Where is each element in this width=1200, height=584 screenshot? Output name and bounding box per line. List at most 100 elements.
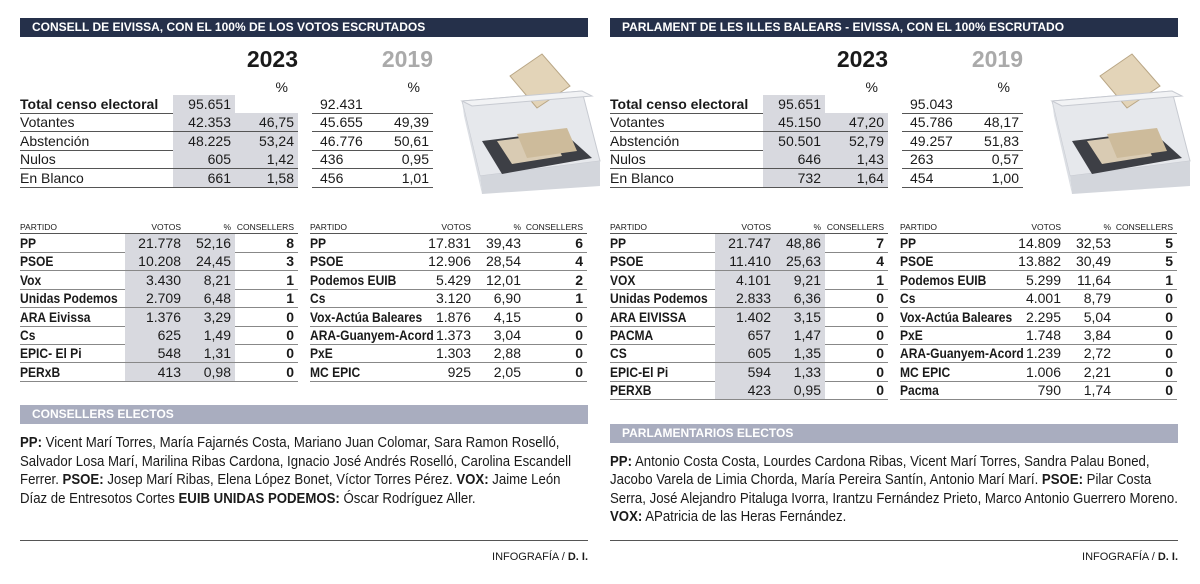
- percent: 3,29: [203, 308, 231, 325]
- party-label: Podemos EUIB: [900, 271, 987, 288]
- column-header: %: [513, 222, 521, 232]
- votes: 605: [747, 345, 771, 362]
- row-line: [310, 343, 587, 345]
- votes: 21.747: [728, 235, 771, 251]
- party-label: ARA Eivissa: [20, 308, 91, 325]
- percent: 39,43: [485, 235, 521, 251]
- column-header: VOTOS: [441, 222, 471, 232]
- party-name: PxE: [900, 326, 1015, 344]
- party-name: PERxB: [20, 363, 125, 381]
- party-name: PP: [900, 234, 1015, 252]
- percent: 2,72: [1083, 345, 1111, 362]
- ballot-box-illustration: [1050, 53, 1191, 194]
- seats: 1: [1165, 271, 1173, 288]
- row-line: [610, 168, 888, 170]
- census-pct: 1,00: [991, 169, 1019, 186]
- votes: 21.778: [138, 235, 181, 251]
- footer-credit: INFOGRAFÍA / D. I.: [610, 551, 1178, 563]
- row-line: [902, 168, 1023, 170]
- party-name: ARA Eivissa: [20, 308, 125, 326]
- elected-names: Josep Marí Ribas, Elena López Bonet, Víc…: [107, 471, 453, 489]
- census-shade: [173, 95, 235, 114]
- party-label: ARA-Guanyem-Acord: [900, 345, 1024, 362]
- votes-shade: [715, 362, 825, 382]
- census-value: 454: [910, 169, 934, 186]
- percent: 48,86: [785, 235, 821, 251]
- row-line: [20, 149, 298, 151]
- column-header: VOTOS: [151, 222, 181, 232]
- census-pct: 0,57: [991, 151, 1019, 168]
- row-line: [310, 307, 587, 309]
- section-header: CONSELLERS ELECTOS: [20, 405, 588, 425]
- row-line: [20, 112, 298, 114]
- census-pct: 1,01: [401, 169, 429, 186]
- party-label: VOX: [610, 271, 636, 288]
- seats: 0: [286, 327, 294, 343]
- elected-names: Jaime León Díaz de Entresotos Cortes: [20, 471, 561, 507]
- percent: 3,15: [793, 308, 821, 325]
- percent: 6,48: [203, 290, 231, 307]
- party-label: VOX:: [456, 471, 489, 489]
- party-label: PSOE: [20, 253, 54, 270]
- party-label: PSOE: [900, 253, 934, 270]
- seats: 2: [575, 271, 583, 288]
- row-line: [610, 149, 888, 151]
- votes-shade: [125, 289, 235, 308]
- votes: 11.410: [729, 253, 771, 270]
- party-name: PP: [610, 234, 715, 252]
- votes: 548: [157, 345, 181, 362]
- credit-label: INFOGRAFÍA /: [1082, 551, 1155, 563]
- percent: 5,04: [1083, 308, 1111, 325]
- party-label: PERXB: [610, 382, 652, 399]
- seats: 0: [876, 345, 884, 362]
- year-2019: 2019: [381, 46, 433, 72]
- pct-header: %: [275, 79, 288, 95]
- party-label: Vox: [20, 271, 42, 288]
- row-line: [902, 149, 1023, 151]
- votes: 2.295: [1025, 308, 1061, 325]
- party-name: PSOE: [900, 252, 1015, 270]
- votes: 1.748: [1025, 327, 1061, 343]
- votes: 1.303: [435, 345, 471, 362]
- seats: 0: [1165, 363, 1173, 380]
- party-name: Unidas Podemos: [610, 289, 715, 307]
- elected-names: Óscar Rodríguez Aller.: [343, 489, 476, 507]
- votes: 2.833: [735, 290, 771, 307]
- votes-shade: [715, 326, 825, 345]
- seats: 0: [876, 327, 884, 343]
- party-label: PxE: [310, 345, 333, 362]
- seats: 6: [575, 235, 583, 251]
- votes-shade: [715, 270, 825, 290]
- census-shade: [763, 131, 888, 151]
- party-label: PP: [610, 235, 627, 251]
- party-name: Cs: [900, 289, 1015, 307]
- party-name: MC EPIC: [310, 363, 425, 381]
- row-line: [900, 307, 1177, 309]
- party-name: VOX: [610, 271, 715, 289]
- census-shade: [173, 131, 298, 151]
- party-name: Podemos EUIB: [310, 271, 425, 289]
- row-line: [900, 343, 1177, 345]
- votes: 1.239: [1025, 345, 1061, 362]
- party-name: PERXB: [610, 381, 715, 399]
- census-shade: [173, 168, 298, 187]
- seats: 0: [1165, 345, 1173, 362]
- votes: 594: [747, 363, 771, 380]
- party-label: ARA-Guanyem-Acord: [310, 327, 434, 343]
- seats: 1: [575, 290, 583, 307]
- party-label: ARA EIVISSA: [610, 308, 687, 325]
- credit-author: D. I.: [1157, 551, 1178, 563]
- census-shade: [763, 168, 888, 187]
- column-header: %: [813, 222, 821, 232]
- seats: 5: [1165, 253, 1173, 270]
- census-label: Votantes: [610, 114, 665, 131]
- census-value: 42.353: [188, 114, 231, 131]
- party-name: ARA-Guanyem-Acord: [900, 344, 1024, 362]
- census-pct: 46,75: [258, 114, 294, 131]
- census-label: Abstención: [610, 132, 680, 149]
- elected-names: Pilar Costa Serra, José Alejandro Pitalu…: [610, 471, 1178, 507]
- census-pct: 1,64: [856, 169, 884, 186]
- seats: 3: [286, 253, 294, 270]
- percent: 6,90: [493, 290, 521, 307]
